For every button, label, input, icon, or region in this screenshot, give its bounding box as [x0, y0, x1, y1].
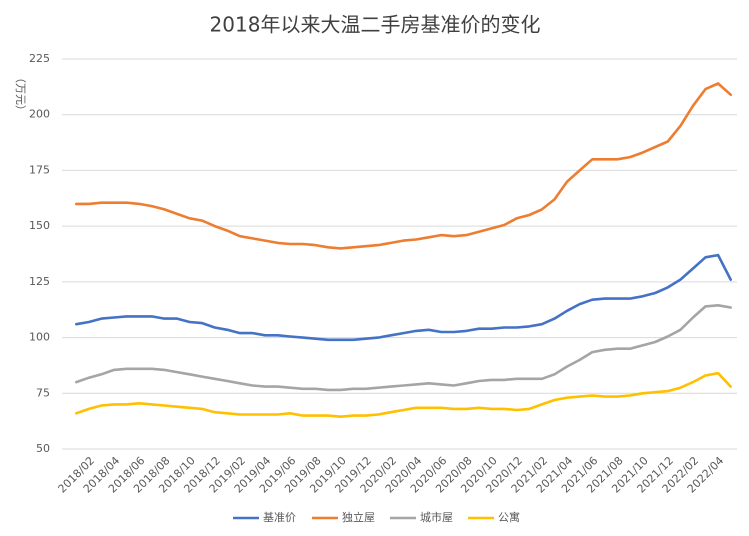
- legend-label: 独立屋: [342, 510, 375, 524]
- data-line: [75, 304, 732, 392]
- y-axis-label: （万元）: [14, 72, 27, 116]
- y-tick-label: 50: [36, 442, 50, 455]
- data-line: [75, 253, 732, 342]
- data-line: [75, 82, 732, 250]
- y-tick-label: 150: [29, 219, 50, 232]
- y-tick-label: 175: [29, 163, 50, 176]
- legend-label: 公寓: [498, 510, 520, 524]
- y-tick-label: 200: [29, 108, 50, 121]
- chart-title: 2018年以来大温二手房基准价的变化: [210, 13, 541, 37]
- legend-label: 基准价: [263, 511, 296, 524]
- y-tick-label: 75: [36, 386, 50, 399]
- data-line: [75, 371, 732, 418]
- y-tick-label: 100: [29, 331, 50, 344]
- y-tick-label: 225: [29, 52, 50, 65]
- legend-label: 城市屋: [420, 510, 453, 524]
- y-tick-label: 125: [29, 275, 50, 288]
